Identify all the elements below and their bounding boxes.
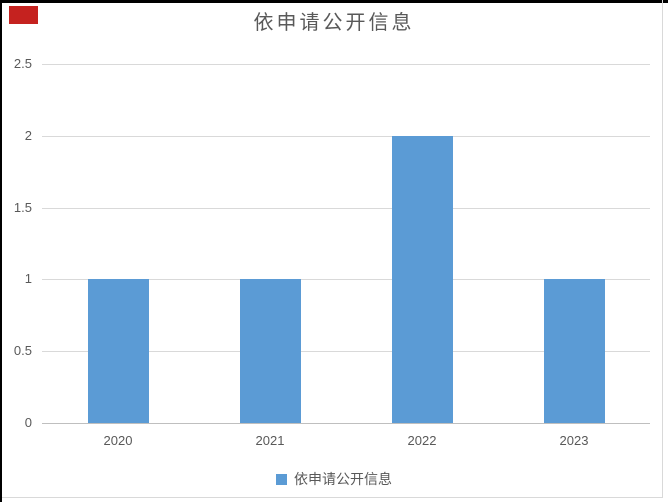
y-tick-label-1.5: 1.5 <box>13 200 32 215</box>
x-tick-label-2020: 2020 <box>103 433 133 448</box>
gridline-1 <box>42 279 650 280</box>
y-tick-label-2: 2 <box>24 128 32 143</box>
x-tick-label-2023: 2023 <box>559 433 589 448</box>
chart-title: 依申请公开信息 <box>253 12 415 34</box>
red-marker <box>9 6 38 24</box>
bar-2022[interactable] <box>391 136 453 423</box>
bar-2021[interactable] <box>239 279 301 423</box>
y-tick-label-1: 1 <box>24 271 32 286</box>
gridline-2.5 <box>42 64 650 65</box>
legend-item[interactable]: 依申请公开信息 <box>276 469 392 489</box>
y-tick-label-0.5: 0.5 <box>13 343 32 358</box>
chart-border-right <box>662 0 663 497</box>
bar-2020[interactable] <box>87 279 149 423</box>
legend: 依申请公开信息 <box>0 469 668 489</box>
gridline-1.5 <box>42 208 650 209</box>
legend-swatch-icon <box>276 473 287 485</box>
window-border-top <box>0 0 668 3</box>
x-tick-label-2022: 2022 <box>407 433 437 448</box>
x-axis-line <box>42 423 650 424</box>
y-tick-label-2.5: 2.5 <box>13 56 32 71</box>
legend-label: 依申请公开信息 <box>294 471 392 487</box>
chart-border-bottom <box>2 497 663 498</box>
y-tick-label-0: 0 <box>24 415 32 430</box>
gridline-0.5 <box>42 351 650 352</box>
bar-2023[interactable] <box>543 279 605 423</box>
window-border-left <box>0 0 2 502</box>
gridline-2 <box>42 136 650 137</box>
x-tick-label-2021: 2021 <box>255 433 285 448</box>
